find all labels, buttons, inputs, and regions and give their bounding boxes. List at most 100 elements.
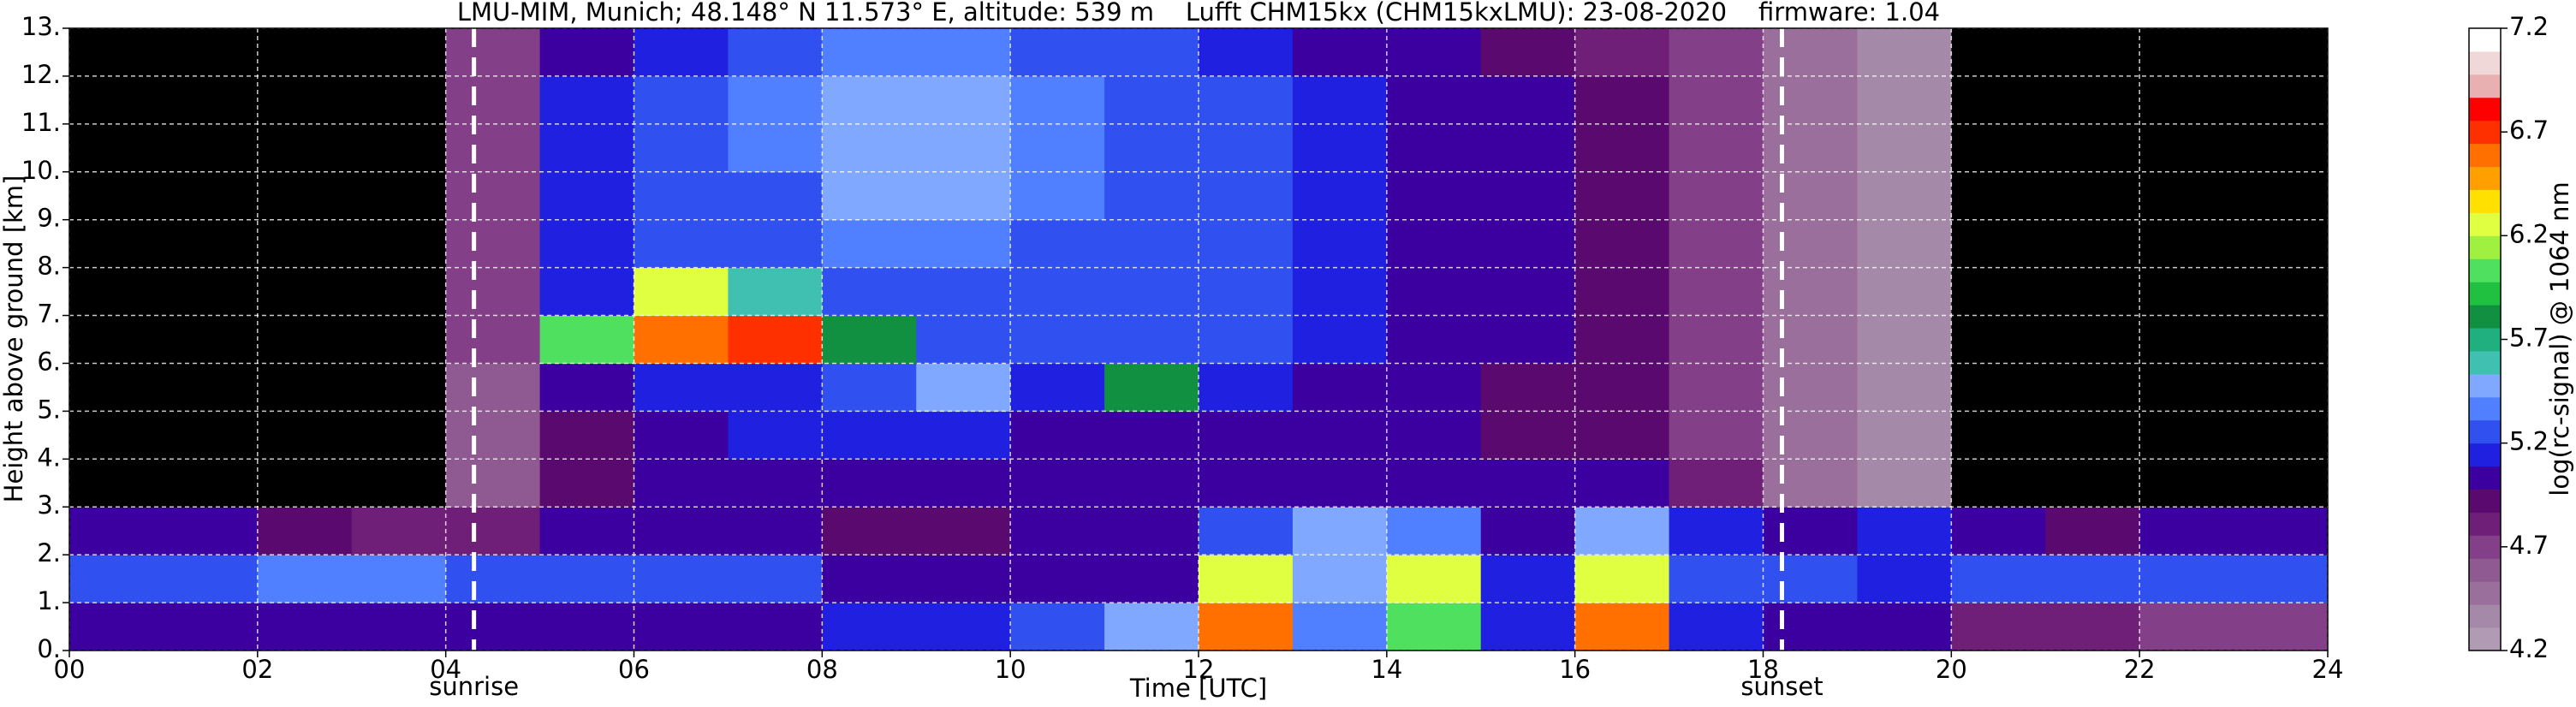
heatmap-cell: [163, 459, 259, 508]
heatmap-cell: [257, 363, 353, 412]
heatmap-cell: [1010, 603, 1105, 651]
heatmap-cell: [728, 507, 823, 556]
heatmap-cell: [634, 507, 729, 556]
heatmap-cell: [445, 459, 541, 508]
heatmap-cell: [1104, 267, 1199, 317]
heatmap-cell: [916, 555, 1011, 603]
heatmap-cell: [1857, 555, 1952, 603]
heatmap-cell: [1480, 267, 1576, 317]
heatmap-cell: [69, 411, 164, 460]
heatmap-cell: [1480, 75, 1576, 125]
colorbar-segment: [2469, 189, 2501, 213]
heatmap-cell: [728, 267, 823, 317]
heatmap-cell: [445, 507, 541, 556]
heatmap-cell: [1386, 363, 1482, 412]
heatmap-cell: [445, 267, 541, 317]
heatmap-cell: [2139, 28, 2234, 77]
heatmap-cell: [1951, 507, 2046, 556]
heatmap-cell: [1951, 555, 2046, 603]
heatmap-cell: [163, 411, 259, 460]
heatmap-cell: [257, 507, 353, 556]
heatmap-cell: [1104, 507, 1199, 556]
heatmap-cell: [2234, 459, 2329, 508]
colorbar-segment: [2469, 535, 2501, 559]
colorbar-segment: [2469, 489, 2501, 513]
heatmap-cell: [257, 459, 353, 508]
heatmap-cell: [728, 28, 823, 77]
heatmap-cell: [257, 603, 353, 651]
heatmap-cell: [634, 219, 729, 269]
heatmap-cell: [1574, 315, 1670, 364]
x-tick-label: 16: [1559, 655, 1591, 684]
heatmap-cell: [257, 28, 353, 77]
heatmap-cell: [1951, 267, 2046, 317]
heatmap-cell: [1763, 219, 1858, 269]
heatmap-cell: [2139, 507, 2234, 556]
heatmap-cell: [539, 555, 634, 603]
heatmap-cell: [539, 123, 634, 173]
heatmap-cell: [1669, 315, 1764, 364]
heatmap-cell: [1480, 459, 1576, 508]
heatmap-cell: [539, 363, 634, 412]
heatmap-cell: [539, 219, 634, 269]
heatmap-cell: [1480, 603, 1576, 651]
heatmap-cell: [2234, 123, 2329, 173]
annotation-label: sunrise: [429, 672, 519, 701]
heatmap-cell: [1574, 603, 1670, 651]
heatmap-cell: [1386, 28, 1482, 77]
heatmap-cell: [1857, 123, 1952, 173]
heatmap-cell: [163, 75, 259, 125]
heatmap-cell: [1104, 171, 1199, 221]
heatmap-cell: [539, 28, 634, 77]
heatmap-cell: [1480, 411, 1576, 460]
colorbar-segment: [2469, 305, 2501, 329]
heatmap-cell: [351, 28, 447, 77]
heatmap-cell: [1386, 507, 1482, 556]
plot-frame: [68, 27, 2329, 651]
heatmap-cell: [1857, 507, 1952, 556]
heatmap-cell: [634, 555, 729, 603]
heatmap-cell: [1386, 603, 1482, 651]
colorbar-segment: [2469, 396, 2501, 421]
heatmap-cell: [69, 555, 164, 603]
heatmap-cell: [69, 171, 164, 221]
heatmap-cell: [163, 28, 259, 77]
heatmap-cell: [1951, 28, 2046, 77]
heatmap-cell: [916, 219, 1011, 269]
heatmap-cell: [351, 219, 447, 269]
colorbar-segment: [2469, 166, 2501, 190]
heatmap-cell: [634, 28, 729, 77]
heatmap-cell: [1386, 267, 1482, 317]
heatmap-cell: [1199, 267, 1294, 317]
colorbar-segment: [2469, 120, 2501, 145]
heatmap-cell: [257, 411, 353, 460]
heatmap-cell: [163, 267, 259, 317]
heatmap-cell: [1669, 603, 1764, 651]
heatmap-cell: [445, 219, 541, 269]
heatmap-cell: [2045, 75, 2140, 125]
heatmap-cell: [1104, 411, 1199, 460]
heatmap-cell: [1669, 28, 1764, 77]
heatmap-cell: [822, 507, 917, 556]
colorbar-segment: [2469, 258, 2501, 282]
colorbar-segment: [2469, 419, 2501, 444]
heatmap-cell: [2139, 555, 2234, 603]
heatmap-cell: [1763, 507, 1858, 556]
heatmap-cell: [634, 603, 729, 651]
heatmap-cell: [1199, 123, 1294, 173]
heatmap-cell: [1010, 219, 1105, 269]
heatmap-cell: [1951, 75, 2046, 125]
heatmap-cell: [2045, 219, 2140, 269]
heatmap-cell: [1292, 603, 1388, 651]
heatmap-cell: [1857, 267, 1952, 317]
heatmap-cell: [257, 267, 353, 317]
heatmap-cell: [2139, 123, 2234, 173]
heatmap-cell: [634, 459, 729, 508]
heatmap-cell: [1010, 555, 1105, 603]
colorbar-segment: [2469, 235, 2501, 259]
heatmap-cell: [257, 315, 353, 364]
heatmap-cell: [257, 171, 353, 221]
heatmap-cell: [1857, 315, 1952, 364]
heatmap-cell: [1763, 459, 1858, 508]
heatmap-cell: [351, 123, 447, 173]
